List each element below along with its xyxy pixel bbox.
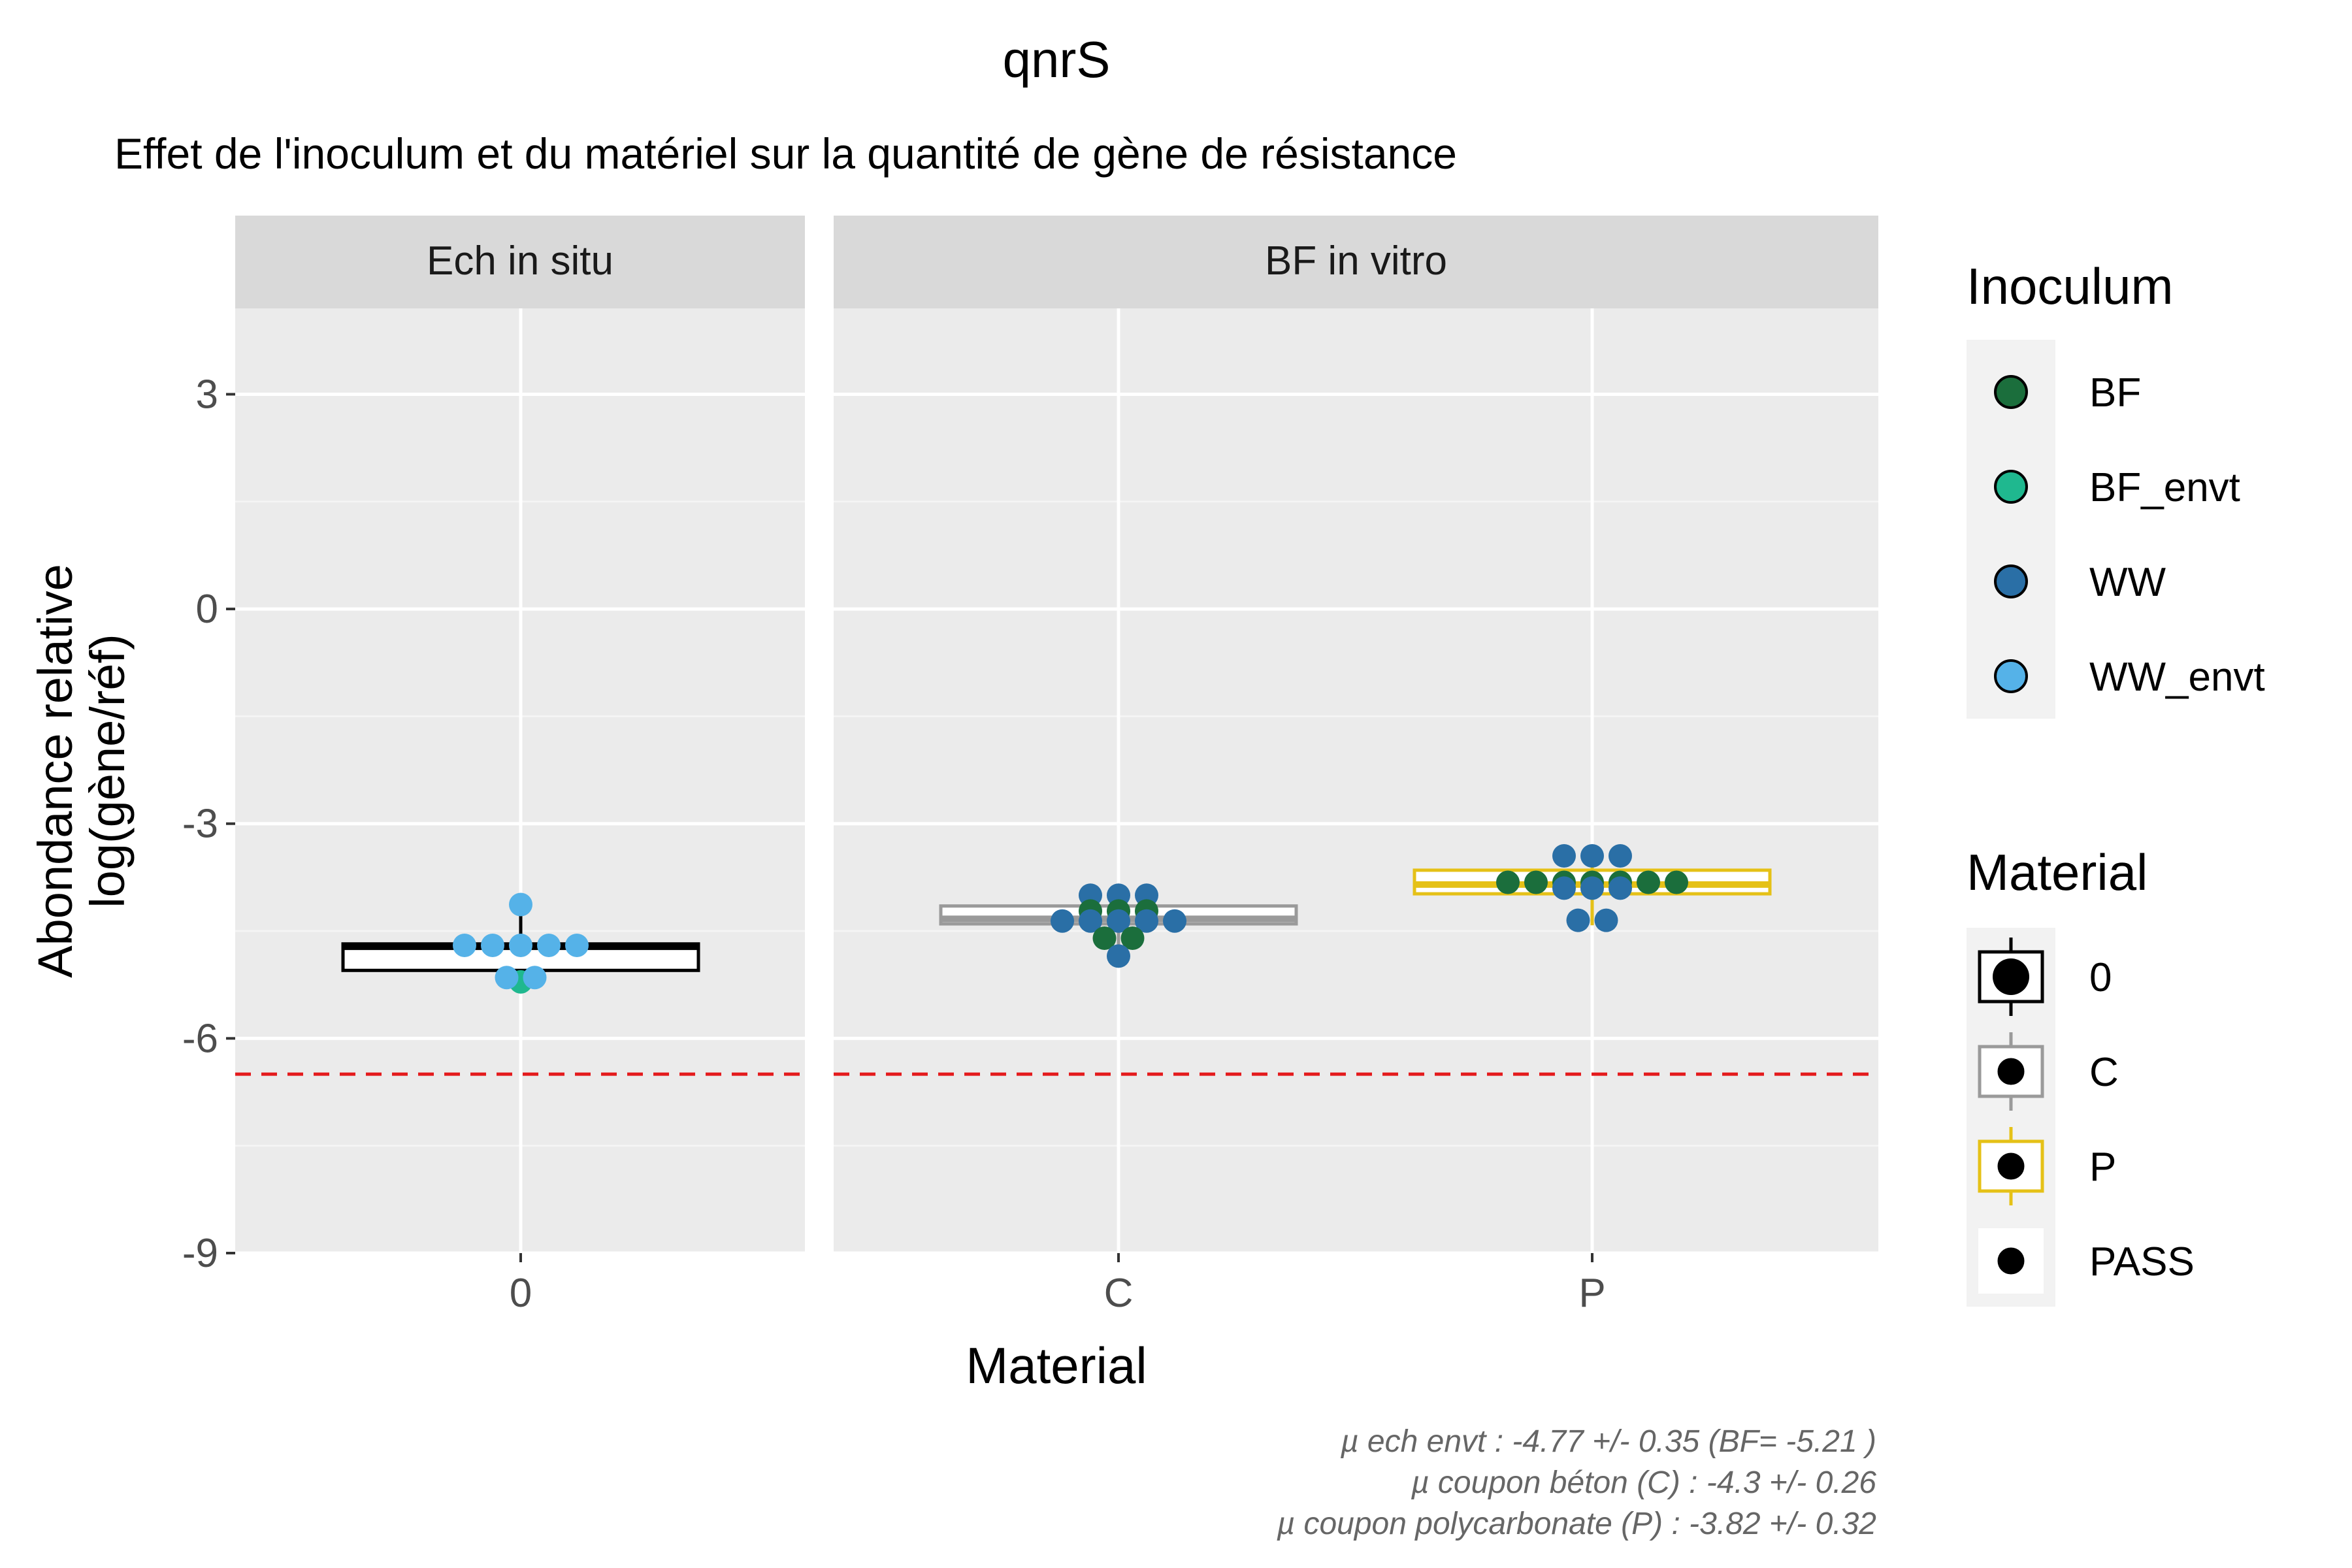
legend-title-inoculum: Inoculum [1967, 257, 2174, 315]
data-point [1120, 926, 1145, 950]
facet-strip [834, 216, 1878, 308]
data-point [1107, 944, 1130, 968]
legend-key-point [1995, 1056, 2027, 1087]
legend-key-inoculum [1994, 659, 2028, 693]
data-point [565, 933, 589, 957]
legend-label-material: P [2089, 1145, 2116, 1190]
data-point [1092, 926, 1117, 950]
facet-strip-label: Ech in situ [427, 238, 613, 284]
legend-label-material: C [2089, 1050, 2119, 1095]
data-point [1524, 870, 1548, 894]
y-axis-title-line-2: log(gène/réf) [80, 634, 135, 908]
data-point [1637, 870, 1660, 894]
data-point [523, 966, 547, 990]
data-point [1135, 909, 1158, 933]
x-tick-label: P [1578, 1271, 1605, 1316]
data-point [1580, 876, 1604, 900]
x-tick-label: 0 [510, 1271, 532, 1316]
y-tick-label: 3 [196, 372, 218, 417]
data-point [1609, 876, 1632, 900]
chart-subtitle: Effet de l'inoculum et du matériel sur l… [114, 129, 1457, 178]
panel-0: Ech in situ 0 [235, 216, 805, 1316]
legend-label-inoculum: BF_envt [2089, 465, 2240, 510]
data-point [1566, 908, 1590, 932]
legend-title-material: Material [1967, 843, 2148, 901]
legend-key-point [1995, 1245, 2027, 1277]
legend-key-inoculum [1994, 470, 2028, 504]
data-point [509, 933, 532, 957]
legend-key-point [1993, 958, 2029, 995]
legend-label-material: 0 [2089, 955, 2112, 1000]
legend-label-inoculum: BF [2089, 370, 2141, 416]
data-point [495, 966, 519, 990]
caption-line-1: µ ech envt : -4.77 +/- 0.35 (BF= -5.21 ) [1340, 1424, 1876, 1459]
data-point [1552, 876, 1576, 900]
panel-1: BF in vitro C P [834, 216, 1878, 1316]
y-tick-label: 0 [196, 587, 218, 632]
data-point [1163, 909, 1186, 933]
legend-key-inoculum [1994, 375, 2028, 409]
data-point [1107, 909, 1130, 933]
legends: Inoculum BF BF_envt WW WW_envt Material 0 C P PAS… [1967, 257, 2265, 1307]
data-point [509, 892, 532, 917]
plot-panels: Ech in situ 0 BF in vitro C P 3 0 -3 -6 -9 [182, 216, 1878, 1316]
data-point [481, 933, 504, 957]
legend-label-inoculum: WW_envt [2089, 655, 2265, 700]
data-point [1665, 870, 1688, 894]
legend-key-point [1995, 1151, 2027, 1182]
caption-line-3: µ coupon polycarbonate (P) : -3.82 +/- 0… [1276, 1507, 1876, 1541]
data-point [537, 933, 561, 957]
legend-label-inoculum: WW [2089, 560, 2166, 605]
y-tick-label: -3 [182, 802, 218, 847]
x-axis-title: Material [966, 1337, 1147, 1394]
facet-strip [235, 216, 805, 308]
data-point [1594, 908, 1618, 932]
data-point [1051, 909, 1074, 933]
data-point [1552, 844, 1576, 868]
x-tick-label: C [1104, 1271, 1134, 1316]
panel-background [834, 308, 1878, 1253]
y-tick-label: -9 [182, 1231, 218, 1276]
legend-key-inoculum [1994, 564, 2028, 598]
data-point [1496, 870, 1520, 894]
data-point [1580, 844, 1604, 868]
facet-strip-label: BF in vitro [1265, 238, 1447, 284]
y-tick-label: -6 [182, 1016, 218, 1061]
data-point [453, 933, 476, 957]
legend-label-material: PASS [2089, 1239, 2195, 1284]
y-axis-title-line-1: Abondance relative [28, 564, 82, 978]
data-point [1609, 844, 1632, 868]
chart-title: qnrS [1003, 31, 1111, 88]
data-point [1079, 909, 1102, 933]
legend-key-box [1978, 1045, 2044, 1098]
caption-line-2: µ coupon béton (C) : -4.3 +/- 0.26 [1411, 1465, 1876, 1500]
